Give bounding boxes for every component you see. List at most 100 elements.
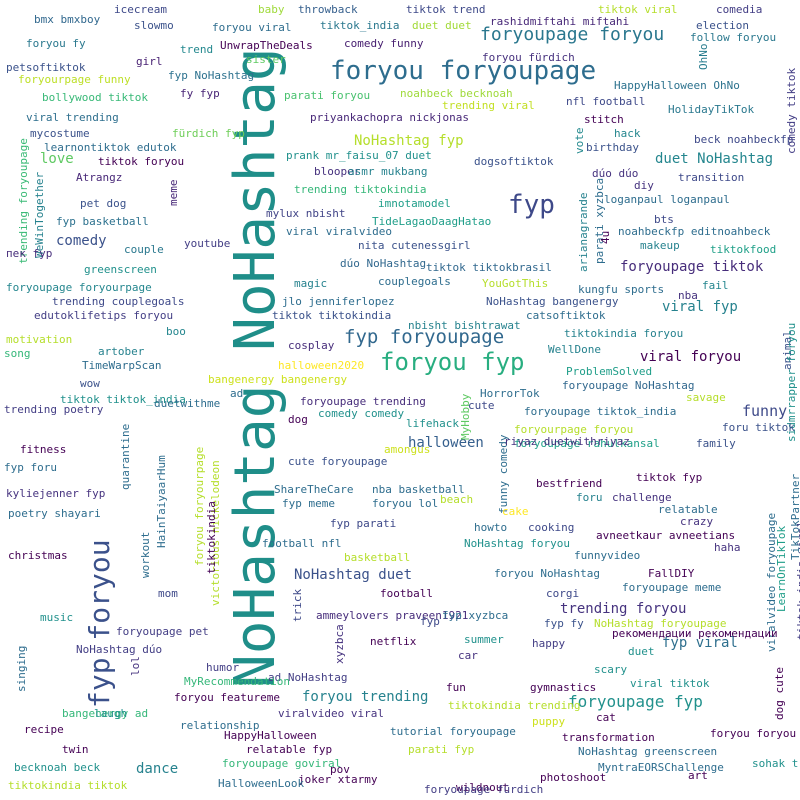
cloud-word: couplegoals xyxy=(378,275,451,288)
cloud-word: NoHashtag foryoupage xyxy=(594,617,727,630)
cloud-word: NoHashtag dúo xyxy=(76,643,163,656)
cloud-word: riyaz duetwithriyaz xyxy=(504,435,630,448)
cloud-word: transition xyxy=(678,171,745,184)
cloud-word: fyp parati xyxy=(330,517,397,530)
cloud-word: duetwithme xyxy=(154,397,221,410)
cloud-word: duet xyxy=(628,645,655,658)
cloud-word: fyp foryou xyxy=(83,539,116,708)
cloud-word: viralvideo viral xyxy=(278,707,384,720)
cloud-word: 4u xyxy=(599,230,612,244)
cloud-word: blooper xyxy=(314,165,361,178)
cloud-word: viral foryou xyxy=(640,349,742,365)
cloud-word: fyp xyxy=(508,190,555,220)
cloud-word: basketball xyxy=(344,551,411,564)
cloud-word: wow xyxy=(80,377,100,390)
cloud-word: funnyvideo xyxy=(574,549,641,562)
cloud-word: foryou fyp xyxy=(380,348,525,376)
cloud-word: tiktok tiktok_india xyxy=(60,393,186,406)
cloud-word: election xyxy=(696,19,749,32)
cloud-word: NoHashtag duet xyxy=(294,567,413,583)
cloud-word: becknoah beck xyxy=(14,761,101,774)
cloud-word: tiktok trend xyxy=(406,3,486,16)
cloud-word: beck noahbeckfp xyxy=(694,133,794,146)
cloud-word: arianagrande xyxy=(577,192,590,272)
cloud-word: fyp foryoupage xyxy=(344,326,505,348)
cloud-word: magic xyxy=(294,277,328,290)
cloud-word: relatable xyxy=(658,503,718,516)
cloud-word: foru tiktok xyxy=(722,421,795,434)
cloud-word: NoHashtag greenscreen xyxy=(578,745,718,758)
cloud-word: car xyxy=(458,649,478,662)
cloud-word: workout xyxy=(139,531,152,578)
cloud-word: cute xyxy=(468,399,495,412)
cloud-word: puppy xyxy=(532,715,566,728)
cloud-word: bollywood tiktok xyxy=(42,91,148,104)
cloud-word: hack xyxy=(614,127,641,140)
cloud-word: singing xyxy=(15,645,28,692)
cloud-word: HolidayTikTok xyxy=(668,103,755,116)
cloud-word: scary xyxy=(594,663,628,676)
cloud-word: fürdich fyp xyxy=(172,127,245,140)
cloud-word: dúo dúo xyxy=(592,167,639,180)
cloud-word: edutoklifetips foryou xyxy=(34,309,174,322)
cloud-word: meme xyxy=(167,179,180,207)
cloud-word: viral tiktok xyxy=(630,677,710,690)
cloud-word: ammeylovers praveen1921 xyxy=(316,609,469,622)
cloud-word: pet dog xyxy=(80,197,127,210)
cloud-word: dog cute xyxy=(773,667,786,720)
cloud-word: UnwrapTheDeals xyxy=(220,39,313,52)
cloud-word: trending poetry xyxy=(4,403,104,416)
cloud-word: ad NoHashtag xyxy=(268,671,348,684)
cloud-word: bangenergy ad xyxy=(62,707,149,720)
cloud-word: lifehack xyxy=(406,417,459,430)
cloud-word: foryoupage NoHashtag xyxy=(562,379,695,392)
cloud-word: cute foryoupage xyxy=(288,455,388,468)
cloud-word: bestfriend xyxy=(536,477,603,490)
cloud-word: nba basketball xyxy=(372,483,465,496)
cloud-word: FallDIY xyxy=(648,567,695,580)
cloud-word: NoHashtag fyp xyxy=(354,133,464,149)
cloud-word: tiktok tiktokindia xyxy=(272,309,392,322)
cloud-word: trending foryou xyxy=(560,601,687,617)
cloud-word: nba xyxy=(678,289,698,302)
cloud-word: fy fyp xyxy=(180,87,220,100)
cloud-word: HainTaiyaarHum xyxy=(155,455,168,548)
cloud-word: halloween xyxy=(408,435,484,451)
cloud-word: dúo NoHashtag xyxy=(340,257,427,270)
cloud-word: рекомендации рекомендации xyxy=(612,627,778,640)
cloud-word: nita cutenessgirl xyxy=(358,239,471,252)
cloud-word: dogsoftiktok xyxy=(474,155,554,168)
cloud-word: amongus xyxy=(384,443,431,456)
cloud-word: gymnastics xyxy=(530,681,597,694)
cloud-word: summer xyxy=(464,633,504,646)
cloud-word: пек fyp xyxy=(6,247,53,260)
cloud-word: loganpaul loganpaul xyxy=(604,193,730,206)
cloud-word: christmas xyxy=(8,549,68,562)
cloud-word: learnontiktok edutok xyxy=(44,141,177,154)
cloud-word: tiktok tiktokbrasil xyxy=(426,261,552,274)
cloud-word: bangenergy bangenergy xyxy=(208,373,348,386)
cloud-word: transformation xyxy=(562,731,655,744)
cloud-word: girl xyxy=(136,55,163,68)
cloud-word: fyp viral xyxy=(662,635,738,651)
cloud-word: tiktokindia xyxy=(205,501,218,574)
cloud-word: WeWinTogether xyxy=(33,171,46,258)
cloud-word: foryoupage foryou xyxy=(480,24,665,45)
cloud-word: poetry shayari xyxy=(8,507,101,520)
cloud-word: foryoupage pet xyxy=(116,625,209,638)
cloud-word: comedy xyxy=(56,233,107,249)
cloud-word: NoHashtag foryou xyxy=(464,537,570,550)
cloud-word: corgi xyxy=(546,587,580,600)
cloud-word: quarantine xyxy=(119,423,132,490)
cloud-word: noahbeck becknoah xyxy=(400,87,513,100)
cloud-word: twin xyxy=(62,743,89,756)
cloud-word: prank mr_faisu_07 duet xyxy=(286,149,432,162)
cloud-word: beach xyxy=(440,493,474,506)
cloud-word: petsoftiktok xyxy=(6,61,86,74)
cloud-word: foryou featureme xyxy=(174,691,280,704)
cloud-word: motivation xyxy=(6,333,73,346)
cloud-word: music xyxy=(40,611,74,624)
cloud-word: HorrorTok xyxy=(480,387,540,400)
cloud-word: howto xyxy=(474,521,508,534)
cloud-word: greenscreen xyxy=(84,263,157,276)
